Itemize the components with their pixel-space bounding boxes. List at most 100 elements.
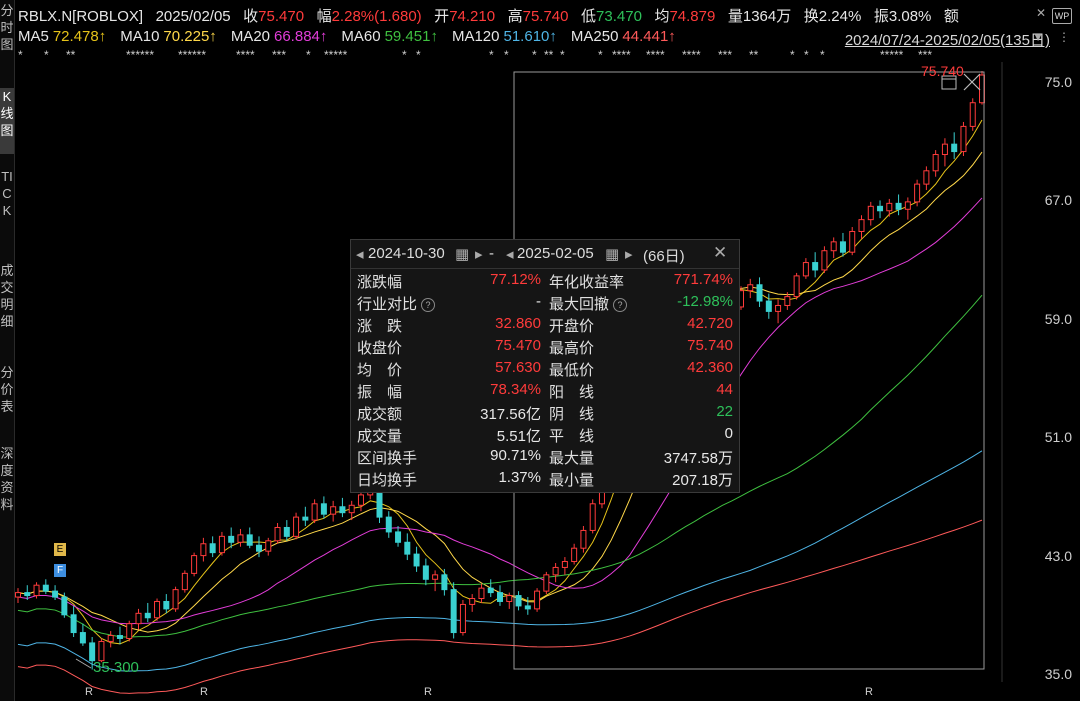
chevron-down-icon[interactable]: ▼ (1032, 30, 1044, 44)
sidebar-tab-3[interactable]: 成交明细 (0, 263, 14, 329)
candle-body[interactable] (209, 543, 216, 554)
event-star[interactable]: **** (646, 48, 665, 62)
candle-body[interactable] (339, 506, 346, 514)
event-star[interactable]: * (416, 48, 421, 62)
event-star[interactable]: * (306, 48, 311, 62)
r-marker[interactable]: R (424, 686, 432, 698)
close-icon[interactable]: ✕ (713, 243, 728, 262)
candle-body[interactable] (191, 555, 198, 574)
candle-body[interactable] (135, 612, 142, 625)
candle-body[interactable] (237, 534, 244, 543)
candle-body[interactable] (228, 535, 235, 543)
close-box-icon[interactable] (963, 73, 981, 91)
candle-body[interactable] (395, 531, 402, 543)
help-icon[interactable]: ? (421, 298, 436, 312)
candle-body[interactable] (441, 574, 448, 591)
candle-body[interactable] (497, 592, 503, 602)
event-star[interactable]: * (598, 48, 603, 62)
event-e-badge[interactable]: E (54, 543, 66, 556)
candle-body[interactable] (877, 205, 884, 212)
candle-body[interactable] (459, 603, 466, 634)
event-star[interactable]: * (504, 48, 509, 62)
candle-body[interactable] (793, 275, 800, 298)
close-icon[interactable]: ✕ (1035, 6, 1046, 20)
event-star[interactable]: **** (682, 48, 701, 62)
event-star[interactable]: * (44, 48, 49, 62)
candle-body[interactable] (422, 565, 429, 580)
candle-body[interactable] (552, 566, 559, 576)
sidebar-tab-5[interactable]: 深度资料 (0, 446, 14, 512)
candle-body[interactable] (951, 143, 958, 153)
candle-body[interactable] (70, 614, 77, 634)
candle-body[interactable] (469, 598, 476, 605)
candle-body[interactable] (506, 595, 513, 602)
candle-body[interactable] (98, 640, 105, 662)
event-star[interactable]: **** (236, 48, 255, 62)
event-star[interactable]: * (489, 48, 494, 62)
candle-body[interactable] (858, 219, 865, 232)
event-star[interactable]: **** (612, 48, 631, 62)
candle-body[interactable] (283, 526, 290, 537)
range-end-date[interactable]: 2025-02-05 (517, 245, 594, 262)
candle-body[interactable] (265, 540, 272, 552)
candle-body[interactable] (246, 534, 253, 546)
candle-body[interactable] (941, 143, 948, 156)
candle-body[interactable] (886, 202, 893, 212)
candle-body[interactable] (144, 612, 151, 619)
candle-body[interactable] (765, 300, 772, 312)
candle-body[interactable] (812, 262, 819, 271)
candle-body[interactable] (432, 574, 439, 580)
prev-start-icon[interactable]: ◂ (356, 246, 364, 263)
event-star[interactable]: ** (544, 48, 554, 62)
event-star[interactable]: * (820, 48, 825, 62)
calendar-icon[interactable]: ▦ (455, 246, 470, 263)
restore-icon[interactable] (941, 75, 957, 90)
menu-icon[interactable]: ⋮ (1058, 30, 1070, 44)
candle-body[interactable] (487, 587, 494, 594)
help-icon[interactable]: ? (613, 298, 628, 312)
candle-body[interactable] (126, 623, 133, 639)
candle-body[interactable] (571, 547, 578, 563)
candle-body[interactable] (895, 202, 902, 210)
candle-body[interactable] (524, 605, 531, 610)
candle-body[interactable] (969, 102, 976, 127)
candle-body[interactable] (515, 595, 522, 607)
candle-body[interactable] (181, 572, 188, 591)
candle-body[interactable] (932, 154, 939, 172)
candle-body[interactable] (274, 526, 281, 542)
candle-body[interactable] (52, 590, 59, 598)
candle-body[interactable] (747, 284, 754, 292)
candle-body[interactable] (404, 541, 411, 555)
candle-body[interactable] (256, 544, 262, 552)
candle-body[interactable] (867, 205, 874, 221)
candle-body[interactable] (561, 561, 568, 568)
sidebar-tab-0[interactable]: 分时图 (0, 3, 14, 52)
candle-body[interactable] (450, 589, 457, 634)
date-range-selector[interactable]: 2024/07/24-2025/02/05(135日) (844, 32, 1050, 49)
kline-chart[interactable] (14, 62, 1080, 701)
wp-button[interactable]: WP (1052, 8, 1072, 24)
candle-body[interactable] (914, 183, 921, 203)
candle-body[interactable] (330, 506, 337, 515)
candle-body[interactable] (478, 587, 485, 600)
candle-body[interactable] (839, 241, 846, 253)
event-star[interactable]: *** (718, 48, 733, 62)
candle-body[interactable] (33, 584, 40, 597)
candle-body[interactable] (42, 584, 49, 592)
next-end-icon[interactable]: ▸ (625, 246, 633, 263)
candle-body[interactable] (413, 553, 420, 567)
calendar-icon[interactable]: ▦ (605, 246, 620, 263)
sidebar-tab-1[interactable]: K线图 (0, 88, 14, 154)
event-f-badge[interactable]: F (54, 564, 66, 577)
event-star[interactable]: ** (66, 48, 76, 62)
event-star[interactable]: * (402, 48, 407, 62)
candle-body[interactable] (543, 574, 550, 592)
r-marker[interactable]: R (865, 686, 873, 698)
prev-end-icon[interactable]: ◂ (506, 246, 514, 263)
event-star[interactable]: ** (749, 48, 759, 62)
event-star[interactable]: * (804, 48, 809, 62)
event-star[interactable]: *** (918, 48, 933, 62)
event-star[interactable]: *** (272, 48, 287, 62)
event-star[interactable]: ****** (126, 48, 155, 62)
candle-body[interactable] (960, 125, 967, 153)
